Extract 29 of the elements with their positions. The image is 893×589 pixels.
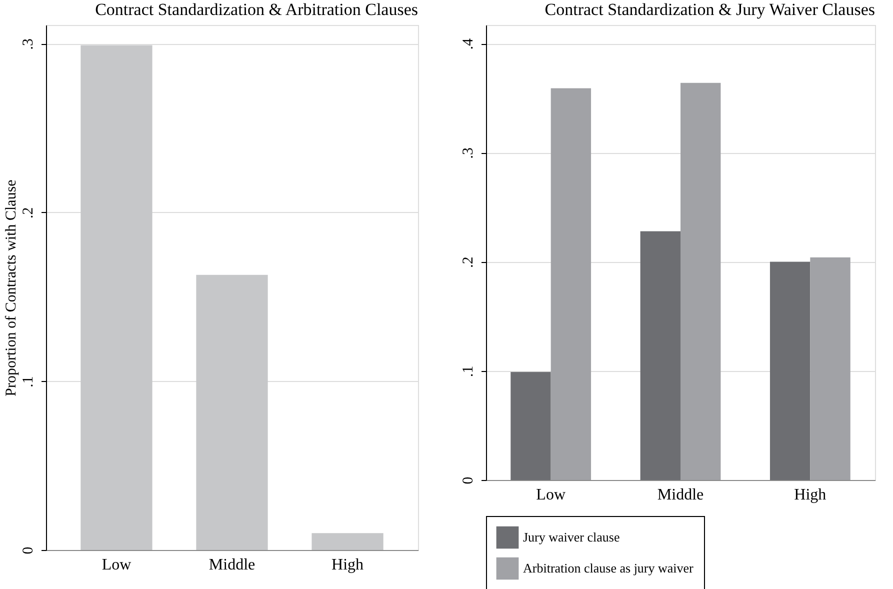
x-tick-label: Middle (208, 556, 256, 574)
y-axis-title: Proportion of Contracts with Clause (4, 179, 20, 396)
bar (640, 231, 680, 480)
bar (550, 88, 592, 480)
bar (312, 533, 384, 550)
x-tick-label: Low (536, 486, 566, 504)
y-tick-label: .3 (460, 148, 476, 159)
x-tick-label: Middle (657, 486, 704, 504)
bar (80, 45, 152, 550)
legend-label: Arbitration clause as jury waiver (523, 560, 694, 576)
x-tick-label: Low (102, 556, 132, 574)
y-tick-label: .4 (460, 38, 476, 50)
chart-title: Contract Standardization & Jury Waiver Clauses (544, 0, 875, 19)
legend-label: Jury waiver clause (523, 530, 620, 544)
y-tick-label: .2 (20, 207, 36, 219)
y-tick-label: .1 (460, 366, 476, 378)
chart-title: Contract Standardization & Arbitration Clauses (95, 0, 418, 19)
y-tick-label: .2 (460, 256, 476, 268)
bar (770, 262, 810, 480)
bar (810, 257, 850, 480)
y-tick-label: .1 (20, 376, 36, 388)
y-tick-label: 0 (460, 476, 476, 484)
y-tick-label: 0 (20, 546, 36, 554)
y-tick-label: .3 (20, 38, 36, 50)
bar (196, 274, 268, 550)
bar (680, 82, 721, 480)
x-tick-label: High (794, 486, 826, 504)
x-tick-label: High (332, 556, 364, 574)
bar (510, 372, 551, 480)
